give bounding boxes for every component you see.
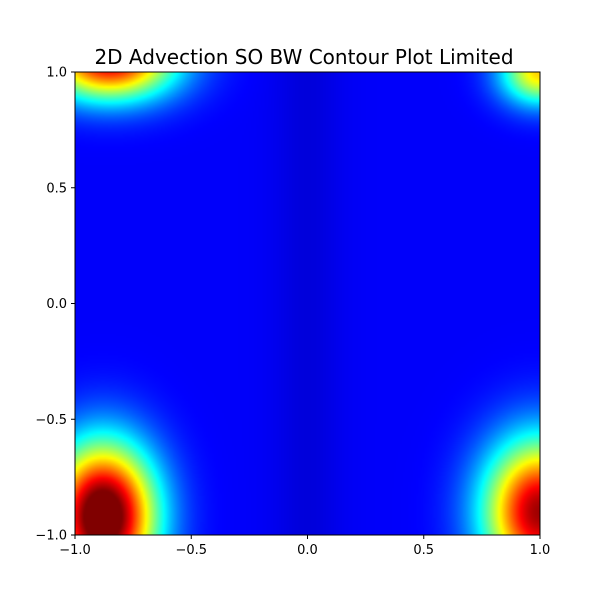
x-tick-label: −0.5 xyxy=(175,543,207,558)
plot-area xyxy=(74,71,541,536)
y-tick-label: 0.0 xyxy=(46,297,67,312)
y-tick-label: −0.5 xyxy=(35,413,67,428)
y-tick-label: −1.0 xyxy=(35,529,67,544)
chart-title: 2D Advection SO BW Contour Plot Limited xyxy=(94,45,513,69)
x-tick-label: −1.0 xyxy=(59,543,91,558)
x-tick-label: 1.0 xyxy=(530,543,551,558)
y-tick-label: 1.0 xyxy=(46,66,67,81)
x-tick-label: 0.5 xyxy=(413,543,434,558)
y-tick-label: 0.5 xyxy=(46,181,67,196)
x-tick-label: 0.0 xyxy=(297,543,318,558)
heatmap-image xyxy=(75,72,540,535)
x-axis: −1.0 −0.5 0.0 0.5 1.0 xyxy=(59,535,550,558)
y-axis: 1.0 0.5 0.0 −0.5 −1.0 xyxy=(35,66,75,544)
